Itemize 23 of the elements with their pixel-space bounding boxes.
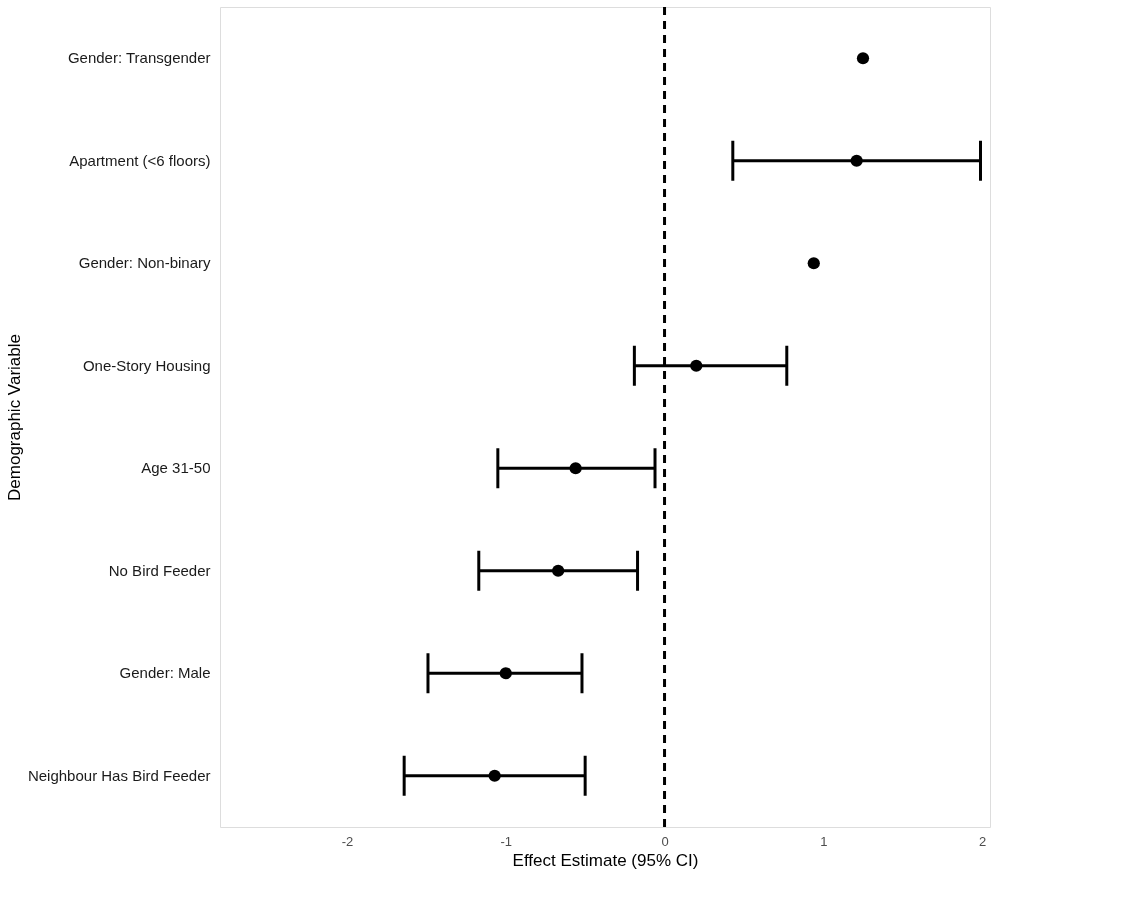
point bbox=[850, 154, 863, 167]
x-tick-label: -2 bbox=[341, 833, 354, 849]
y-tick-label: Neighbour Has Bird Feeder bbox=[27, 766, 211, 784]
y-tick-label: Age 31-50 bbox=[141, 459, 211, 477]
point bbox=[488, 769, 501, 782]
x-tick-label: 0 bbox=[661, 833, 669, 849]
x-axis-title: Effect Estimate (95% CI) bbox=[512, 850, 699, 870]
point bbox=[552, 564, 565, 577]
y-tick-label: Gender: Non-binary bbox=[78, 254, 211, 272]
x-tick-label: -1 bbox=[500, 833, 513, 849]
point bbox=[856, 52, 870, 65]
y-tick-label: No Bird Feeder bbox=[108, 561, 211, 579]
y-tick-label: Gender: Male bbox=[119, 664, 211, 682]
y-axis-title: Demographic Variable bbox=[4, 334, 24, 501]
y-tick-label: Gender: Transgender bbox=[67, 49, 211, 67]
point bbox=[690, 359, 703, 372]
point bbox=[499, 667, 512, 680]
x-tick-label: 2 bbox=[978, 833, 987, 849]
point bbox=[569, 462, 582, 475]
y-tick-label: Apartment (<6 floors) bbox=[69, 151, 211, 169]
y-tick-label: One-Story Housing bbox=[82, 356, 211, 374]
point bbox=[807, 257, 820, 270]
x-tick-label: 1 bbox=[820, 833, 828, 849]
